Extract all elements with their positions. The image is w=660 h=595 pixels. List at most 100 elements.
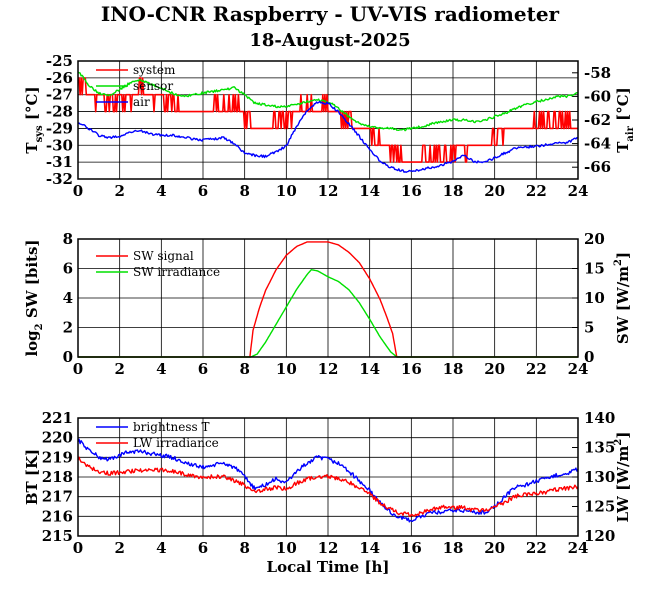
x-tick-label: 4 [156, 539, 166, 557]
x-tick-label: 16 [401, 360, 422, 378]
series-lw-irradiance [77, 456, 579, 518]
y-right-axis-label: LW [W/m2] [613, 432, 632, 523]
y-left-tick-label: 220 [42, 429, 73, 447]
y-right-tick-label: 0 [584, 348, 594, 366]
y-left-axis-label: log2 SW [bits] [23, 239, 45, 356]
chart-date: 18-August-2025 [249, 30, 410, 51]
legend-label: LW irradiance [133, 436, 219, 450]
y-left-tick-label: 4 [63, 289, 73, 307]
y-right-tick-label: -64 [584, 135, 611, 153]
x-tick-label: 20 [484, 539, 505, 557]
x-tick-label: 14 [359, 182, 380, 200]
legend-label: system [133, 63, 176, 77]
x-tick-label: 4 [156, 360, 166, 378]
y-right-tick-label: -62 [584, 111, 611, 129]
legend-label: SW irradiance [133, 265, 220, 279]
y-left-tick-label: -31 [46, 153, 73, 171]
y-left-tick-label: -25 [46, 52, 73, 70]
x-tick-label: 18 [443, 182, 464, 200]
y-left-tick-label: 0 [63, 348, 73, 366]
y-right-tick-label: 130 [584, 468, 615, 486]
y-right-axis-label: SW [W/m2] [613, 252, 632, 344]
y-left-axis-label: BT [K] [23, 449, 41, 505]
x-tick-label: 18 [443, 539, 464, 557]
y-right-tick-label: 125 [584, 498, 615, 516]
x-tick-label: 14 [359, 360, 380, 378]
plot-frame [77, 238, 579, 358]
legend-label: air [133, 95, 150, 109]
y-left-tick-label: -32 [46, 170, 73, 188]
x-tick-label: 6 [198, 182, 208, 200]
x-tick-label: 6 [198, 539, 208, 557]
x-tick-label: 0 [73, 182, 83, 200]
y-left-tick-label: 216 [42, 507, 73, 525]
series-brightness-t [77, 438, 579, 523]
x-tick-label: 8 [239, 539, 249, 557]
x-tick-label: 18 [443, 360, 464, 378]
y-right-tick-label: 120 [584, 527, 615, 545]
chart-title: INO-CNR Raspberry - UV-VIS radiometer [101, 2, 560, 26]
y-right-tick-label: 5 [584, 319, 594, 337]
panel-3: 0 2 4 6 8 10 12 14 16 18 20 22 242152162172182192202… [23, 409, 632, 557]
y-left-tick-label: 215 [42, 527, 73, 545]
x-tick-label: 8 [239, 182, 249, 200]
y-left-tick-label: -29 [46, 119, 73, 137]
y-left-tick-label: 6 [63, 260, 73, 278]
x-tick-label: 12 [318, 360, 339, 378]
x-tick-label: 4 [156, 182, 166, 200]
y-left-tick-label: 218 [42, 468, 73, 486]
x-tick-label: 2 [114, 182, 124, 200]
plot-frame [77, 60, 579, 180]
x-tick-label: 12 [318, 182, 339, 200]
x-tick-label: 2 [114, 539, 124, 557]
y-left-tick-label: 219 [42, 448, 73, 466]
y-left-tick-label: -28 [46, 103, 73, 121]
y-left-tick-label: -30 [46, 136, 73, 154]
y-right-tick-label: 140 [584, 409, 615, 427]
y-right-axis-label: Tair [°C] [614, 87, 636, 153]
x-tick-label: 2 [114, 360, 124, 378]
x-tick-label: 8 [239, 360, 249, 378]
y-left-tick-label: 2 [63, 319, 73, 337]
x-tick-label: 16 [401, 182, 422, 200]
x-tick-label: 10 [276, 360, 297, 378]
x-tick-label: 0 [73, 539, 83, 557]
y-left-axis-label: Tsys [°C] [23, 86, 45, 153]
y-right-tick-label: 135 [584, 439, 615, 457]
legend-label: brightness T [133, 420, 209, 434]
x-tick-label: 16 [401, 539, 422, 557]
x-tick-label: 12 [318, 539, 339, 557]
series-system [78, 77, 578, 163]
x-tick-label: 6 [198, 360, 208, 378]
x-tick-label: 22 [526, 360, 547, 378]
y-right-tick-label: -66 [584, 158, 611, 176]
y-right-tick-label: 15 [584, 260, 605, 278]
y-left-tick-label: -26 [46, 69, 73, 87]
x-tick-label: 14 [359, 539, 380, 557]
x-tick-label: 20 [484, 360, 505, 378]
x-tick-label: 20 [484, 182, 505, 200]
x-tick-label: 24 [568, 539, 589, 557]
y-right-tick-label: -60 [584, 87, 611, 105]
panels: 0 2 4 6 8 10 12 14 16 18 20 22 24-25-26-27-28-29-30-… [23, 52, 636, 557]
legend-label: sensor [133, 79, 173, 93]
plot-frame [77, 417, 579, 537]
x-tick-label: 10 [276, 182, 297, 200]
y-left-tick-label: 221 [42, 409, 73, 427]
x-tick-label: 10 [276, 539, 297, 557]
x-axis-label: Local Time [h] [267, 558, 390, 576]
y-left-tick-label: 217 [42, 488, 73, 506]
x-tick-label: 22 [526, 539, 547, 557]
y-right-tick-label: 10 [584, 289, 605, 307]
legend-label: SW signal [133, 249, 194, 263]
x-tick-label: 0 [73, 360, 83, 378]
x-tick-label: 24 [568, 182, 589, 200]
panel-1: 0 2 4 6 8 10 12 14 16 18 20 22 24-25-26-27-28-29-30-… [23, 52, 636, 200]
x-tick-label: 24 [568, 360, 589, 378]
y-right-tick-label: -58 [584, 64, 611, 82]
y-left-tick-label: -27 [46, 86, 73, 104]
y-right-tick-label: 20 [584, 230, 605, 248]
y-left-tick-label: 8 [63, 230, 73, 248]
